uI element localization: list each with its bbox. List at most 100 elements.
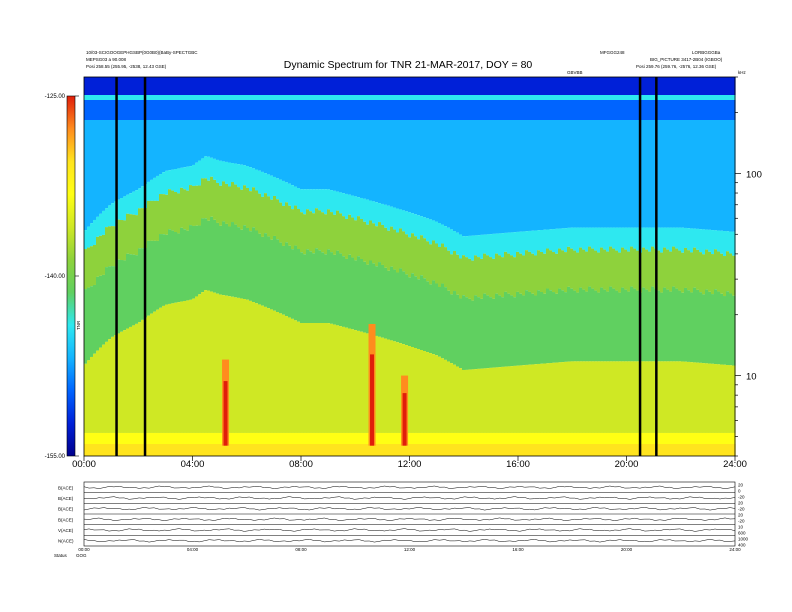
spectrum-cell (546, 363, 550, 433)
spectrum-cell (378, 262, 382, 337)
spectrum-cell (480, 444, 484, 456)
spectrum-cell (447, 120, 451, 228)
spectrum-cell (288, 317, 292, 433)
spectrum-cell (726, 100, 730, 120)
spectrum-cell (285, 202, 289, 243)
spectrum-cell (657, 120, 661, 228)
spectrum-cell (249, 167, 253, 192)
spectrum-cell (303, 214, 307, 255)
spectrum-column (588, 77, 592, 456)
spectrum-cell (453, 231, 457, 252)
spectrum-cell (288, 100, 292, 120)
spectrum-cell (534, 444, 538, 456)
spectrum-cell (684, 444, 688, 456)
spectrum-cell (213, 219, 217, 293)
spectrum-cell (282, 314, 286, 433)
spectrum-cell (180, 120, 184, 168)
spectrum-cell (501, 120, 505, 234)
spectrum-cell (336, 120, 340, 192)
spectrum-cell (510, 366, 514, 433)
spectrum-cell (99, 235, 103, 276)
spectrum-cell (672, 100, 676, 120)
spectrum-cell (684, 247, 688, 288)
spectrum-column (141, 77, 145, 456)
spectrum-cell (84, 249, 88, 290)
spectrum-cell (510, 95, 514, 100)
spectrum-cell (561, 250, 565, 291)
spectrum-cell (375, 120, 379, 203)
spectrum-cell (111, 100, 115, 120)
spectrum-column (90, 77, 94, 456)
spectrum-cell (354, 260, 358, 331)
spectrum-cell (552, 362, 556, 433)
spectrum-cell (462, 100, 466, 120)
spectrum-column (567, 77, 571, 456)
spectrum-cell (684, 100, 688, 120)
spectrum-cell (678, 120, 682, 228)
spectrum-cell (315, 189, 319, 209)
spectrum-column (99, 77, 103, 456)
spectrum-cell (186, 190, 190, 231)
spectrum-cell (132, 77, 136, 95)
spectrum-cell (630, 286, 634, 362)
spectrum-cell (165, 234, 169, 305)
spectrum-column (720, 77, 724, 456)
spectrum-cell (348, 100, 352, 120)
spectrum-cell (120, 444, 124, 456)
spectrum-cell (123, 330, 127, 433)
spectrum-cell (279, 444, 283, 456)
spectrum-cell (117, 120, 121, 200)
spectrum-cell (609, 100, 613, 120)
spectrum-column (609, 77, 613, 456)
spectrum-cell (90, 444, 94, 456)
spectrum-cell (456, 77, 460, 95)
spectrum-cell (474, 100, 478, 120)
spectrum-cell (327, 95, 331, 100)
spectrum-cell (675, 248, 679, 289)
spectrum-cell (339, 444, 343, 456)
spectrum-cell (360, 120, 364, 198)
spectrum-cell (501, 297, 505, 367)
spectrum-cell (546, 120, 550, 230)
spectrum-cell (258, 170, 262, 194)
spectrum-cell (540, 363, 544, 433)
spectrum-cell (618, 95, 622, 100)
spectrum-cell (507, 77, 511, 95)
spectrum-cell (588, 246, 592, 287)
spectrum-column (381, 77, 385, 456)
spectrum-cell (138, 322, 142, 433)
spectrum-cell (270, 95, 274, 100)
spectrum-cell (618, 444, 622, 456)
spectrum-cell (498, 100, 502, 120)
spectrum-cell (306, 249, 310, 323)
spectrum-cell (150, 240, 154, 314)
spectrum-cell (645, 120, 649, 228)
spectrum-cell (537, 363, 541, 433)
spectrum-cell (603, 361, 607, 433)
spectrum-cell (690, 100, 694, 120)
spectrum-cell (435, 444, 439, 456)
spectrum-column (228, 77, 232, 456)
spectrum-cell (282, 77, 286, 95)
spectrum-cell (516, 251, 520, 292)
spectrum-column (441, 77, 445, 456)
spectrum-cell (333, 120, 337, 191)
spectrum-cell (159, 307, 163, 433)
spectrum-cell (279, 179, 283, 203)
spectrum-cell (429, 244, 433, 285)
spectrum-cell (180, 77, 184, 95)
summary-time-label: 12:00 (404, 547, 416, 552)
spectrum-cell (168, 444, 172, 456)
spectrum-cell (396, 444, 400, 456)
spectrum-cell (354, 330, 358, 433)
spectrum-cell (111, 203, 115, 227)
spectrum-cell (567, 77, 571, 95)
spectrum-cell (171, 100, 175, 120)
spectrum-cell (117, 259, 121, 334)
spectrum-cell (618, 227, 622, 253)
spectrum-cell (717, 251, 721, 292)
spectrum-column (618, 77, 622, 456)
spectrum-cell (285, 242, 289, 317)
spectrum-cell (453, 100, 457, 120)
spectrum-cell (723, 95, 727, 100)
